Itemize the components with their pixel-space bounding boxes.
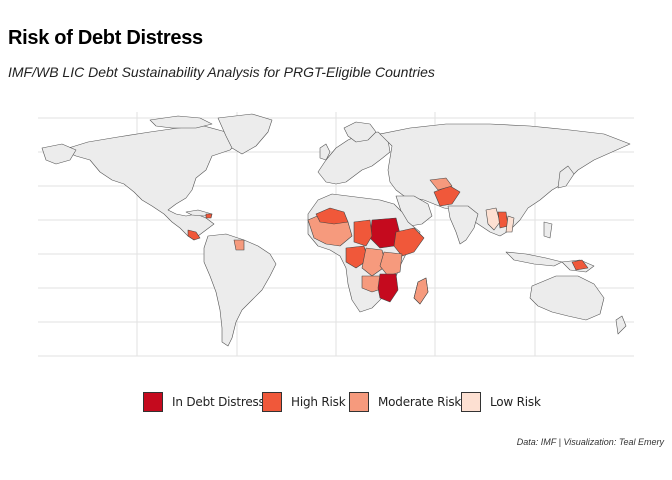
map-title: Risk of Debt Distress xyxy=(8,27,203,49)
new-zealand xyxy=(615,315,627,335)
india xyxy=(447,205,479,245)
myanmar-low xyxy=(485,207,501,231)
legend-label-low: Low Risk xyxy=(490,395,541,409)
scandinavia xyxy=(343,121,377,143)
map-subtitle: IMF/WB LIC Debt Sustainability Analysis … xyxy=(8,64,435,80)
mozambique-distress xyxy=(377,273,399,303)
central-africa-high xyxy=(345,245,369,269)
greenland xyxy=(217,113,273,155)
legend-label-moderate: Moderate Risk xyxy=(378,395,462,409)
legend-swatch-low xyxy=(461,392,481,412)
europe xyxy=(317,131,391,185)
south-america xyxy=(203,233,277,347)
venezuela-moderate xyxy=(233,239,245,251)
central-asia-moderate xyxy=(429,177,453,191)
risk-shading xyxy=(187,177,589,305)
sahel-high xyxy=(315,207,349,225)
legend-label-high: High Risk xyxy=(291,395,346,409)
png-high xyxy=(571,259,589,271)
chad-high xyxy=(353,219,373,247)
japan xyxy=(557,165,575,189)
source-caption: Data: IMF | Visualization: Teal Emery xyxy=(516,437,664,447)
legend-item-moderate: Moderate Risk xyxy=(349,389,461,415)
congo-moderate xyxy=(361,247,387,277)
britain xyxy=(319,143,331,161)
legend-item-low: Low Risk xyxy=(461,389,541,415)
philippines xyxy=(543,221,553,239)
central-america-high xyxy=(187,229,201,241)
legend: In Debt Distress High Risk Moderate Risk… xyxy=(0,389,672,415)
vietnam-low xyxy=(505,215,515,233)
legend-swatch-distress xyxy=(143,392,163,412)
legend-label-distress: In Debt Distress xyxy=(172,395,265,409)
australia xyxy=(529,275,605,321)
ethiopia-high xyxy=(393,227,425,257)
north-america xyxy=(61,125,239,241)
legend-swatch-moderate xyxy=(349,392,369,412)
legend-swatch-high xyxy=(262,392,282,412)
legend-item-high: High Risk xyxy=(262,389,346,415)
alaska xyxy=(41,143,77,165)
canada-islands xyxy=(149,115,213,129)
haiti-high xyxy=(205,213,213,219)
madagascar-moderate xyxy=(413,277,429,305)
indonesia xyxy=(505,251,563,267)
legend-item-distress: In Debt Distress xyxy=(143,389,265,415)
